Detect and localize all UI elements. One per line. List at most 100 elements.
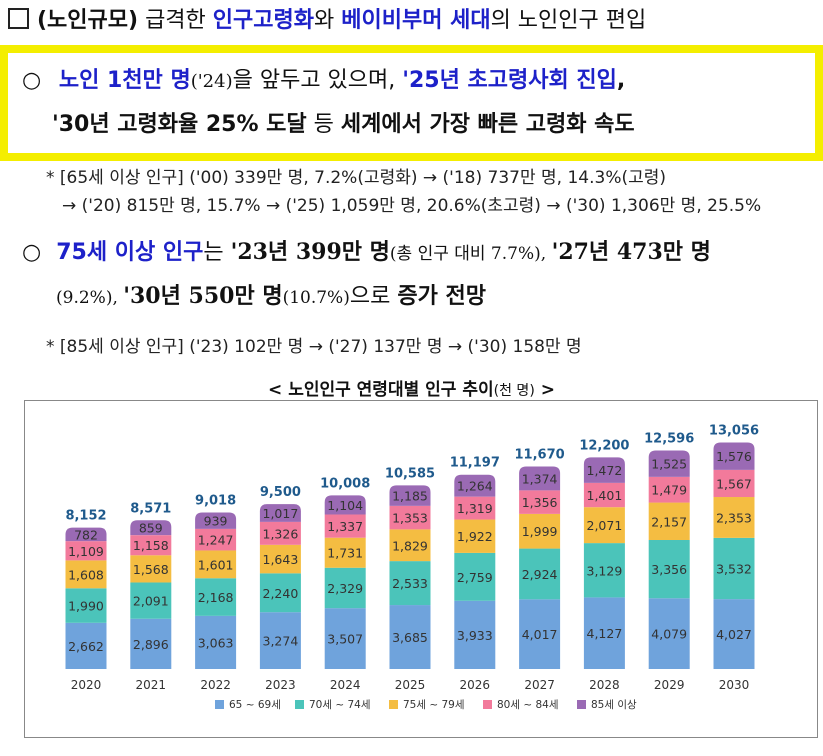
- segment-value-label: 1,109: [68, 544, 104, 559]
- stacked-bar-chart: 2,662 1,990 1,608 1,109 782 8,152 2020 2,896 2,0…: [65, 423, 759, 711]
- segment-value-label: 1,017: [263, 506, 299, 521]
- section2-2030-pct: (10.7%): [282, 288, 350, 308]
- total-value-label: 10,008: [320, 476, 370, 491]
- bar-segment: [519, 599, 561, 669]
- bar-segment: [454, 552, 496, 601]
- bar-segment: [713, 599, 755, 669]
- bar-segment: [389, 605, 431, 669]
- chart-frame: 2,662 1,990 1,608 1,109 782 8,152 2020 2,896 2,0…: [24, 400, 818, 738]
- section2-2030: '30년 550만 명: [123, 283, 283, 309]
- section2-increase-outlook: 증가 전망: [397, 283, 486, 309]
- segment-value-label: 2,091: [133, 594, 169, 609]
- total-value-label: 11,670: [515, 448, 565, 463]
- highlight-elderly-10m: 노인 1천만 명: [58, 68, 191, 93]
- heading-tag: (노인규모): [37, 8, 139, 33]
- legend-label: 65 ~ 69세: [229, 699, 281, 711]
- bar-segment: [65, 560, 107, 589]
- x-tick-label: 2024: [330, 678, 361, 692]
- bar-segment: [713, 442, 755, 470]
- segment-value-label: 1,264: [457, 479, 493, 494]
- segment-value-label: 3,063: [198, 635, 234, 650]
- segment-value-label: 1,185: [392, 489, 428, 504]
- bar-segment: [195, 512, 237, 529]
- total-value-label: 8,152: [65, 509, 106, 524]
- heading-keyword-babyboomer: 베이비부머 세대: [341, 8, 491, 33]
- legend-swatch: [389, 700, 398, 709]
- bar-segment: [65, 527, 107, 542]
- segment-value-label: 1,990: [68, 599, 104, 614]
- segment-value-label: 1,337: [327, 519, 363, 534]
- segment-value-label: 1,999: [522, 524, 558, 539]
- segment-value-label: 1,158: [133, 538, 169, 553]
- segment-value-label: 4,017: [522, 627, 558, 642]
- bar-segment: [130, 520, 172, 536]
- bar-segment: [454, 474, 496, 497]
- bar-segment: [324, 495, 366, 515]
- chart-title-main: < 노인인구 연령대별 인구 추이: [268, 380, 494, 400]
- bar-segment: [259, 504, 301, 522]
- highlight-year-24: ('24): [190, 71, 233, 92]
- total-value-label: 13,056: [709, 423, 759, 438]
- segment-value-label: 2,329: [327, 581, 363, 596]
- bar-segment: [259, 612, 301, 669]
- segment-value-label: 939: [204, 514, 228, 529]
- x-tick-label: 2023: [265, 678, 296, 692]
- legend-swatch: [295, 700, 304, 709]
- bar-segment: [583, 543, 625, 598]
- bar-segment: [324, 567, 366, 609]
- x-tick-label: 2021: [136, 678, 167, 692]
- bar-segment: [65, 622, 107, 669]
- bar-segment: [519, 513, 561, 549]
- bar-segment: [130, 618, 172, 669]
- segment-value-label: 3,933: [457, 628, 493, 643]
- bar-segment: [648, 502, 690, 541]
- segment-value-label: 2,071: [587, 518, 623, 533]
- segment-value-label: 1,829: [392, 538, 428, 553]
- legend-label: 85세 이상: [591, 699, 637, 711]
- checkbox-square-icon: [8, 8, 29, 29]
- heading-line: (노인규모) 급격한 인구고령화와 베이비부머 세대의 노인인구 편입: [8, 6, 646, 36]
- segment-value-label: 3,685: [392, 630, 428, 645]
- total-value-label: 10,585: [385, 466, 435, 481]
- chart-title-unit: (천 명): [493, 383, 535, 399]
- bar-segment: [259, 521, 301, 545]
- bar-segment: [454, 496, 496, 520]
- segment-value-label: 1,479: [651, 483, 687, 498]
- section2-line-1: ○ 75세 이상 인구는 '23년 399만 명(총 인구 대비 7.7%), …: [22, 234, 711, 266]
- total-value-label: 9,018: [195, 494, 236, 509]
- bar-segment: [65, 588, 107, 623]
- segment-value-label: 4,079: [651, 627, 687, 642]
- section2-2027-pct: (9.2%),: [56, 288, 124, 308]
- x-tick-label: 2030: [719, 678, 750, 692]
- highlight-line-2: '30년 고령화율 25% 도달 등 세계에서 가장 빠른 고령화 속도: [52, 106, 635, 138]
- bar-segment: [324, 514, 366, 538]
- section2-text-i: 으로: [349, 284, 398, 309]
- segment-value-label: 1,374: [522, 471, 558, 486]
- segment-value-label: 2,662: [68, 639, 104, 654]
- segment-value-label: 3,507: [327, 632, 363, 647]
- segment-value-label: 1,356: [522, 495, 558, 510]
- section2-75plus: 75세 이상 인구: [56, 240, 204, 265]
- section2-2023: '23년 399만 명: [230, 239, 390, 265]
- segment-value-label: 1,472: [587, 463, 623, 478]
- segment-value-label: 2,353: [716, 510, 752, 525]
- legend-label: 75세 ~ 79세: [403, 699, 465, 711]
- highlight-superaged-entry: '25년 초고령사회 진입: [402, 68, 617, 93]
- total-value-label: 12,596: [644, 431, 694, 446]
- segment-value-label: 2,168: [198, 590, 234, 605]
- legend-label: 70세 ~ 74세: [309, 699, 371, 711]
- bar-segment: [324, 537, 366, 568]
- segment-value-label: 1,731: [327, 546, 363, 561]
- section2-2023-pct: (총 인구 대비 7.7%),: [389, 244, 552, 264]
- section2-text-b: 는: [203, 240, 231, 265]
- bar-segment: [195, 528, 237, 551]
- bar-segment: [648, 476, 690, 503]
- section2-2027: '27년 473만 명: [551, 239, 711, 265]
- x-tick-label: 2029: [654, 678, 685, 692]
- segment-value-label: 3,129: [587, 563, 623, 578]
- bar-segment: [195, 578, 237, 616]
- heading-text-2: 와: [314, 8, 342, 33]
- bar-segment: [130, 582, 172, 619]
- bar-segment: [648, 598, 690, 669]
- bar-segment: [519, 466, 561, 491]
